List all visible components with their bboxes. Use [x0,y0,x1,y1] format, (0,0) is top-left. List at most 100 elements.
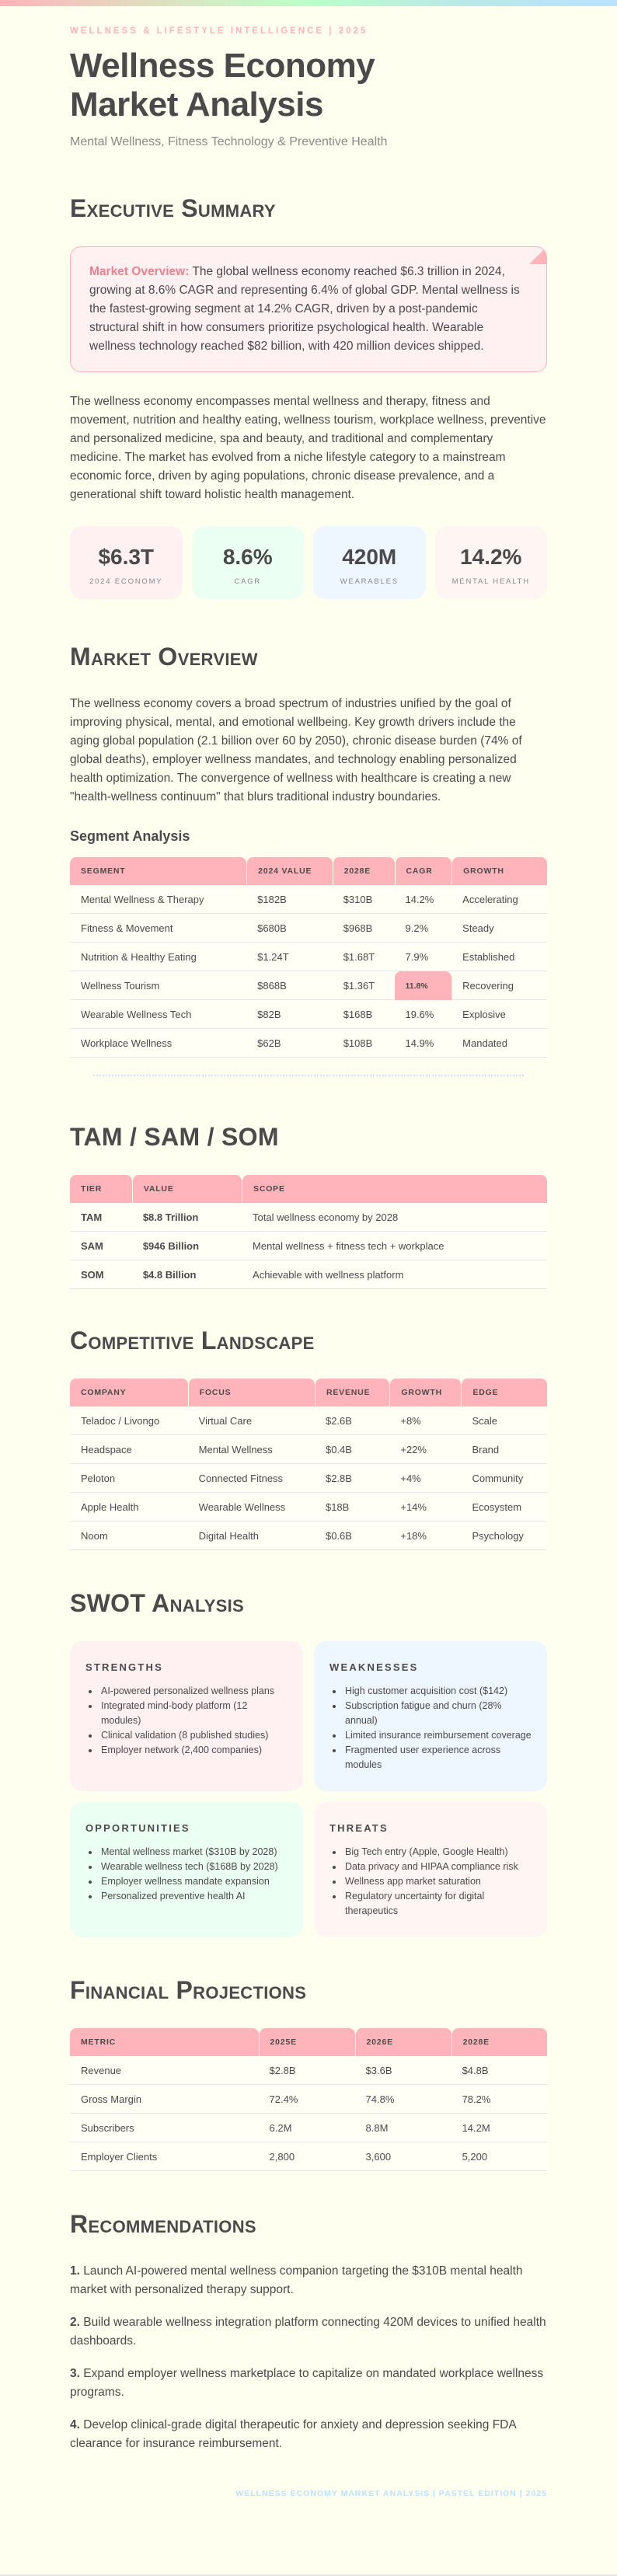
column-header: 2028E [332,857,395,885]
table-cell: Revenue [70,2056,259,2085]
list-item: Big Tech entry (Apple, Google Health) [343,1845,532,1860]
table-cell: Mental Wellness & Therapy [70,885,247,914]
table-row: Workplace Wellness $62B $108B 14.9% Mand… [70,1029,547,1058]
recommendation-item: 1. Launch AI-powered mental wellness com… [70,2262,547,2299]
table-row: Nutrition & Healthy Eating $1.24T $1.68T… [70,943,547,971]
section-heading: SWOT Analysis [70,1589,245,1617]
financial-projections-section: Financial Projections Metric 2025E 2026E… [70,1976,547,2171]
table-cell: +14% [389,1493,462,1522]
table-cell: Wearable Wellness [187,1493,315,1522]
competitor-table: Company Focus Revenue Growth Edge Telado… [70,1379,547,1550]
tier-cell: SOM [70,1260,132,1289]
table-cell: 7.9% [394,943,452,971]
list-item: Mental wellness market ($310B by 2028) [99,1845,288,1860]
table-cell: Fitness & Movement [70,914,247,943]
column-header: Growth [389,1379,462,1407]
list-item: Personalized preventive health AI [99,1889,288,1904]
report-header: WELLNESS & LIFESTYLE INTELLIGENCE | 2025… [70,26,547,149]
table-cell: 14.2M [451,2114,547,2142]
column-header: Tier [70,1175,132,1203]
list-item: Data privacy and HIPAA compliance risk [343,1860,532,1874]
table-cell: Connected Fitness [187,1464,315,1493]
column-header: Segment [70,857,247,885]
table-cell: Explosive [451,1000,547,1029]
value-cell: $946 Billion [131,1232,242,1260]
stat-value: 8.6% [222,545,273,569]
table-cell: 19.6% [394,1000,452,1029]
table-row: Employer Clients 2,800 3,600 5,200 [70,2142,547,2171]
table-row: Fitness & Movement $680B $968B 9.2% Stea… [70,914,547,943]
recommendation-number: 4. [70,2418,80,2431]
scope-cell: Achievable with wellness platform [242,1260,547,1289]
title-line-2: Market Analysis [70,85,323,124]
table-cell: $0.6B [314,1522,390,1550]
recommendation-text: Launch AI-powered mental wellness compan… [70,2264,523,2296]
table-cell: $2.6B [314,1407,390,1435]
list-item: Clinical validation (8 published studies… [99,1728,288,1743]
table-cell: Headspace [70,1435,188,1464]
report-page: WELLNESS & LIFESTYLE INTELLIGENCE | 2025… [0,6,617,2574]
recommendations-section: Recommendations 1. Launch AI-powered men… [70,2210,547,2453]
column-header: Focus [187,1379,315,1407]
swot-strengths-card: Strengths AI-powered personalized wellne… [70,1641,303,1791]
table-cell: Mandated [451,1029,547,1058]
swot-weaknesses-card: Weaknesses High customer acquisition cos… [314,1641,547,1791]
swot-list: AI-powered personalized wellness plans I… [85,1684,288,1758]
gradient-top-bar [0,0,617,6]
section-heading: Executive Summary [70,194,276,222]
column-header: Revenue [314,1379,390,1407]
callout-body: The global wellness economy reached $6.3… [89,265,520,353]
market-overview-callout: Market Overview: The global wellness eco… [70,246,547,372]
table-cell: +4% [389,1464,462,1493]
column-header: Metric [70,2028,259,2056]
market-overview-section: Market Overview The wellness economy cov… [70,643,547,1076]
recommendation-item: 2. Build wearable wellness integration p… [70,2313,547,2351]
table-cell: Psychology [461,1522,547,1550]
swot-threats-card: Threats Big Tech entry (Apple, Google He… [314,1802,547,1937]
table-cell: $2.8B [314,1464,390,1493]
stat-label: Wearables [340,577,399,586]
column-header: CAGR [394,857,452,885]
recommendation-number: 2. [70,2316,80,2329]
table-cell: $1.24T [246,943,333,971]
list-item: AI-powered personalized wellness plans [99,1684,288,1699]
page-title: Wellness Economy Market Analysis [70,47,547,124]
list-item: Employer network (2,400 companies) [99,1743,288,1758]
swot-card-title: Strengths [85,1661,163,1673]
column-header: Edge [461,1379,547,1407]
financial-table: Metric 2025E 2026E 2028E Revenue $2.8B $… [70,2028,547,2171]
list-item: Limited insurance reimbursement coverage [343,1728,532,1743]
section-heading: TAM / SAM / SOM [70,1123,279,1151]
recommendation-item: 3. Expand employer wellness marketplace … [70,2365,547,2402]
table-cell: $168B [332,1000,395,1029]
table-cell: 3,600 [354,2142,451,2171]
table-cell: $18B [314,1493,390,1522]
scope-cell: Total wellness economy by 2028 [242,1203,547,1232]
table-row: Wellness Tourism $868B $1.36T 11.8% Reco… [70,971,547,1000]
column-header: 2026E [354,2028,451,2056]
section-heading: Competitive Landscape [70,1326,315,1354]
table-cell: $182B [246,885,333,914]
swot-section: SWOT Analysis Strengths AI-powered perso… [70,1589,547,1937]
swot-card-title: Opportunities [85,1822,190,1834]
market-overview-paragraph: The wellness economy covers a broad spec… [70,697,522,803]
stat-card-economy: $6.3T 2024 Economy [70,526,183,599]
table-row: TAM $8.8 Trillion Total wellness economy… [70,1203,547,1232]
swot-card-title: Threats [329,1822,389,1834]
table-cell: 8.8M [354,2114,451,2142]
callout-text: Market Overview: The global wellness eco… [89,263,528,356]
segment-analysis-heading: Segment Analysis [70,828,190,844]
table-cell: Steady [451,914,547,943]
recommendation-number: 1. [70,2264,80,2278]
list-item: Subscription fatigue and churn (28% annu… [343,1699,532,1728]
section-heading: Recommendations [70,2210,256,2238]
table-cell: $0.4B [314,1435,390,1464]
column-header: 2024 Value [246,857,333,885]
competitive-landscape-section: Competitive Landscape Company Focus Reve… [70,1326,547,1550]
swot-list: Big Tech entry (Apple, Google Health) Da… [329,1845,532,1919]
table-cell: $108B [332,1029,395,1058]
table-cell: $62B [246,1029,333,1058]
summary-paragraph: The wellness economy encompasses mental … [70,395,546,501]
section-heading: Financial Projections [70,1976,307,2004]
table-cell: $310B [332,885,395,914]
